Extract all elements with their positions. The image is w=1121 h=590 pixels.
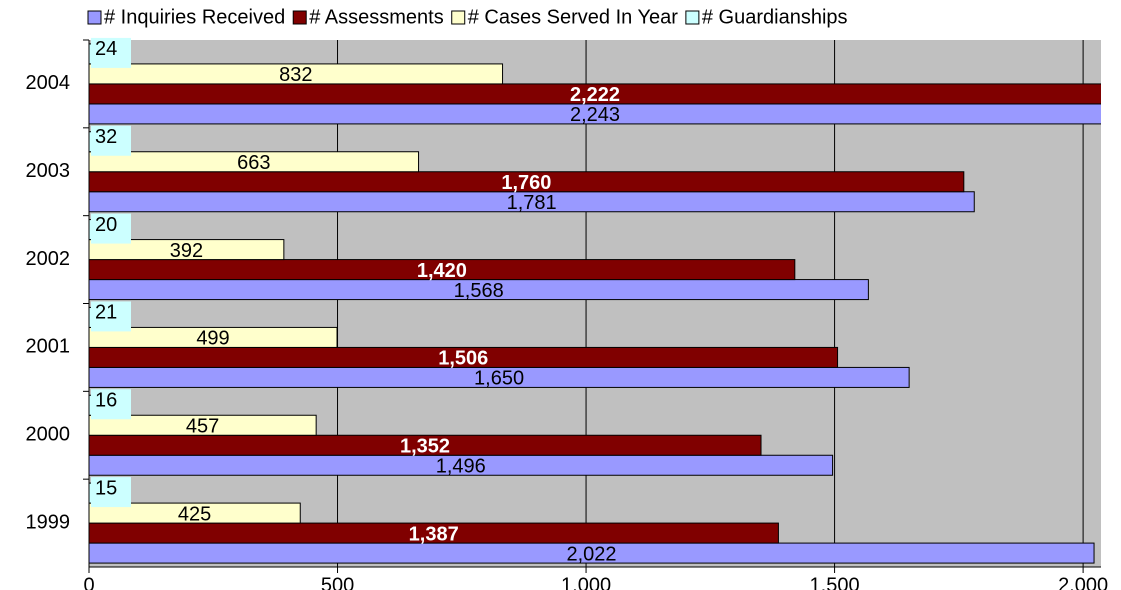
data-label: 20 [95, 214, 117, 236]
data-label: 24 [95, 38, 117, 60]
x-tick-label: 1,500 [810, 574, 860, 590]
data-label: 457 [186, 416, 219, 438]
data-label: 1,420 [417, 260, 467, 282]
legend-label: # Guardianships [702, 6, 848, 28]
x-tick-label: 2,000 [1058, 574, 1108, 590]
data-label: 1,352 [400, 436, 450, 458]
legend-swatch [292, 10, 307, 25]
data-label: 663 [237, 152, 270, 174]
data-label: 499 [196, 328, 229, 350]
data-label: 1,760 [501, 172, 551, 194]
bar [89, 259, 796, 281]
bar [89, 151, 420, 173]
bar [89, 326, 338, 348]
legend-swatch [685, 10, 700, 25]
data-label: 21 [95, 302, 117, 324]
data-label: 32 [95, 126, 117, 148]
data-label: 1,506 [438, 348, 488, 370]
data-label: 2,243 [570, 104, 620, 126]
data-label: 1,387 [409, 523, 459, 545]
data-label: 1,650 [474, 368, 524, 390]
data-label-box [91, 37, 131, 68]
data-label-box [91, 389, 131, 420]
data-label-box [91, 477, 131, 508]
data-label-box [91, 125, 131, 156]
bar [89, 239, 285, 261]
bar [89, 171, 965, 193]
data-label: 1,568 [454, 280, 504, 302]
data-label: 1,496 [436, 456, 486, 478]
bar [89, 414, 317, 436]
data-label-box [91, 301, 131, 332]
bars [89, 43, 1101, 564]
bar [89, 502, 301, 524]
bar [89, 346, 839, 368]
legend-swatch [451, 10, 466, 25]
x-tick-label: 0 [83, 574, 94, 590]
data-label: 832 [279, 64, 312, 86]
y-tick-label: 2002 [26, 248, 71, 270]
y-tick-label: 2004 [26, 72, 71, 94]
data-label: 2,022 [566, 543, 616, 565]
plot-area [89, 40, 1101, 567]
bar [89, 83, 1101, 105]
y-tick-label: 1999 [26, 511, 71, 533]
legend-label: # Cases Served In Year [468, 6, 678, 28]
legend-swatch [87, 10, 102, 25]
data-label: 425 [178, 503, 211, 525]
bar [89, 63, 504, 85]
bar [89, 434, 762, 456]
y-tick-label: 2001 [26, 336, 71, 358]
data-label: 2,222 [570, 84, 620, 106]
y-tick-label: 2003 [26, 160, 71, 182]
data-label: 392 [170, 240, 203, 262]
data-label: 15 [95, 477, 117, 499]
y-tick-label: 2000 [26, 424, 71, 446]
data-label: 1,781 [507, 192, 557, 214]
legend-label: # Assessments [309, 6, 444, 28]
x-tick-label: 500 [321, 574, 354, 590]
legend-label: # Inquiries Received [104, 6, 285, 28]
x-tick-label: 1,000 [561, 574, 611, 590]
data-label: 16 [95, 390, 117, 412]
bar [89, 522, 779, 544]
data-label-box [91, 213, 131, 244]
